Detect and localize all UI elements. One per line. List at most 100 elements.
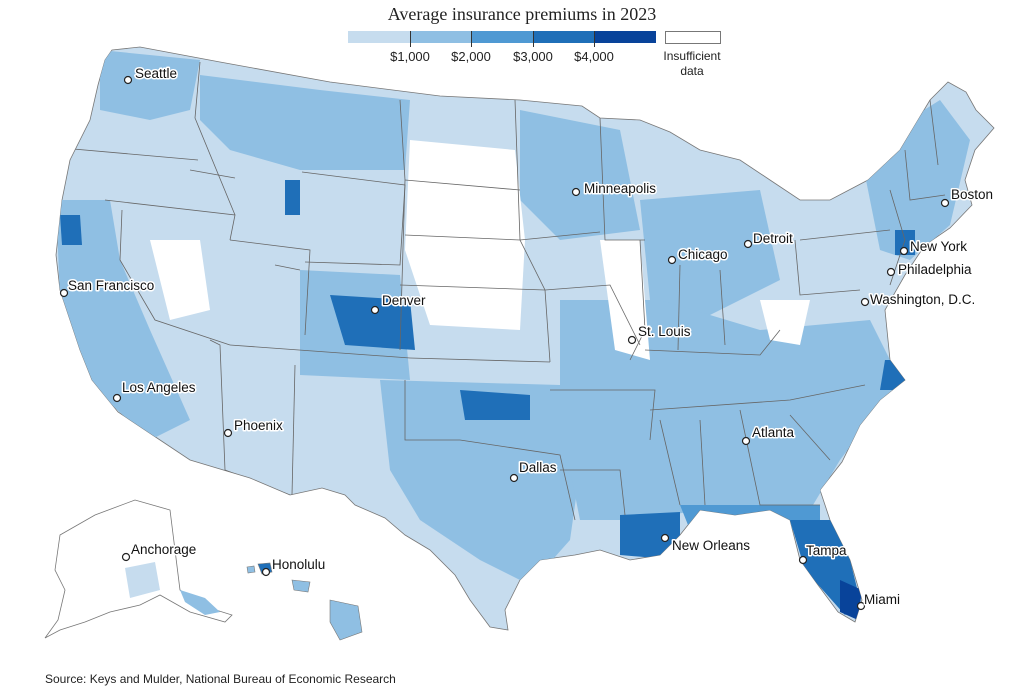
city-label-los-angeles: Los Angeles — [122, 380, 196, 395]
region-oklahoma-high — [460, 390, 530, 420]
city-boston[interactable]: Boston — [940, 186, 995, 208]
alaska-southeast-region — [180, 590, 220, 615]
city-denver[interactable]: Denver — [370, 292, 428, 315]
state-border-line — [799, 229, 891, 241]
state-borders — [61, 61, 946, 521]
legend-tick — [410, 31, 411, 47]
city-marker — [667, 255, 677, 265]
city-minneapolis[interactable]: Minneapolis — [571, 180, 658, 198]
city-marker — [860, 297, 870, 307]
legend-tick — [471, 31, 472, 47]
region-louisiana-high — [620, 512, 680, 560]
city-label-boston: Boston — [951, 187, 993, 202]
legend-insufficient-swatch — [665, 31, 721, 44]
map-land — [44, 46, 995, 641]
city-label-atlanta: Atlanta — [752, 425, 795, 440]
legend-label-1000: $1,000 — [390, 49, 430, 64]
city-miami[interactable]: Miami — [856, 591, 902, 611]
state-border-line — [61, 147, 199, 161]
city-new-orleans[interactable]: New Orleans — [660, 533, 752, 555]
city-label-new-orleans: New Orleans — [672, 538, 750, 553]
hawaii-kauai — [246, 565, 256, 574]
city-phoenix[interactable]: Phoenix — [223, 417, 285, 438]
state-border-line — [659, 419, 681, 506]
city-label-san-francisco: San Francisco — [68, 278, 154, 293]
city-marker — [741, 436, 751, 446]
city-marker — [261, 567, 271, 577]
state-border-line — [409, 357, 551, 363]
city-honolulu[interactable]: Honolulu — [261, 556, 327, 577]
region-miami-high — [840, 580, 862, 620]
city-label-phoenix: Phoenix — [234, 418, 283, 433]
legend-label-4000: $4,000 — [574, 49, 614, 64]
city-label-philadelphia: Philadelphia — [898, 262, 972, 277]
city-marker — [123, 75, 133, 85]
city-san-francisco[interactable]: San Francisco — [59, 277, 156, 298]
city-marker — [112, 393, 122, 403]
region-northern-rockies — [200, 75, 410, 170]
city-marker — [121, 552, 131, 562]
region-upper-midwest — [640, 190, 780, 320]
state-border-line — [904, 149, 946, 201]
state-border-line — [560, 469, 626, 516]
legend-tick — [594, 31, 595, 47]
region-illinois-insufficient — [600, 240, 650, 360]
city-marker — [940, 198, 950, 208]
legend-swatch-3 — [471, 31, 533, 43]
state-border-line — [404, 234, 521, 241]
state-border-line — [104, 199, 236, 241]
legend-label-2000: $2,000 — [451, 49, 491, 64]
city-st-louis[interactable]: St. Louis — [627, 323, 692, 345]
city-label-detroit: Detroit — [753, 231, 793, 246]
state-border-line — [229, 239, 311, 336]
state-border-line — [629, 239, 646, 361]
city-atlanta[interactable]: Atlanta — [741, 424, 796, 446]
state-border-line — [404, 179, 521, 191]
city-dallas[interactable]: Dallas — [509, 459, 558, 483]
legend-insufficient-label: Insufficient data — [663, 49, 721, 78]
city-tampa[interactable]: Tampa — [798, 542, 849, 565]
city-marker — [660, 533, 670, 543]
city-marker — [223, 428, 233, 438]
city-new-york[interactable]: New York — [899, 238, 969, 256]
city-marker — [627, 335, 637, 345]
state-border-line — [119, 209, 231, 346]
state-border-line — [404, 380, 576, 521]
city-marker — [743, 239, 753, 249]
state-border-line — [719, 269, 726, 346]
region-wyoming-high — [285, 180, 300, 215]
city-washington-dc[interactable]: Washington, D.C. — [860, 291, 977, 309]
city-label-seattle: Seattle — [135, 66, 177, 81]
city-marker — [370, 305, 380, 315]
city-anchorage[interactable]: Anchorage — [121, 541, 198, 562]
hawaii-islands — [246, 562, 363, 641]
region-southeast — [560, 300, 900, 520]
state-border-line — [677, 264, 681, 351]
state-border-line — [544, 284, 641, 346]
region-texas-oklahoma — [380, 380, 580, 585]
city-los-angeles[interactable]: Los Angeles — [112, 379, 197, 403]
state-border-line — [644, 329, 781, 356]
city-philadelphia[interactable]: Philadelphia — [886, 261, 974, 279]
state-border-line — [399, 284, 546, 291]
legend: $1,000 $2,000 $3,000 $4,000 Insufficient… — [0, 0, 1024, 90]
city-label-washington-dc: Washington, D.C. — [870, 292, 975, 307]
city-label-dallas: Dallas — [519, 460, 557, 475]
region-northwest — [100, 50, 200, 120]
city-marker — [899, 246, 909, 256]
city-label-miami: Miami — [864, 592, 900, 607]
city-detroit[interactable]: Detroit — [743, 230, 795, 249]
city-label-denver: Denver — [382, 293, 426, 308]
state-border-line — [929, 99, 939, 166]
state-border-line — [229, 344, 411, 359]
city-marker — [886, 267, 896, 277]
premium-regions — [56, 50, 970, 620]
legend-tick — [533, 31, 534, 47]
city-chicago[interactable]: Chicago — [667, 246, 729, 265]
legend-swatch-4 — [533, 31, 594, 43]
city-seattle[interactable]: Seattle — [123, 65, 179, 85]
city-label-minneapolis: Minneapolis — [584, 181, 656, 196]
city-marker — [509, 473, 519, 483]
state-border-line — [794, 239, 861, 296]
state-border-line — [514, 99, 551, 363]
